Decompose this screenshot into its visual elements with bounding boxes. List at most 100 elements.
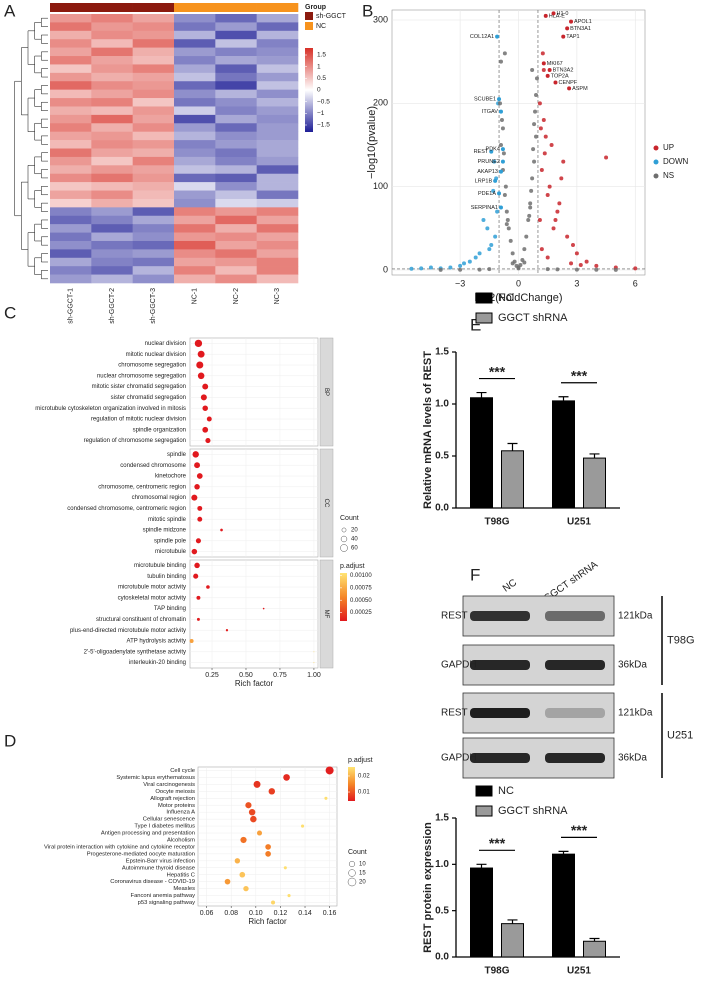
point [532, 122, 537, 127]
x-tick-label: 1.00 [307, 672, 321, 679]
heatmap-cell [50, 30, 92, 40]
legend-label: 10 [359, 862, 366, 868]
size-key [340, 535, 348, 543]
blot-band [470, 753, 530, 763]
size-label: 36kDa [618, 660, 647, 671]
size-key [341, 527, 347, 533]
heatmap-cell [174, 198, 216, 208]
legend-swatch [475, 805, 493, 817]
legend-label: 20 [351, 528, 358, 534]
dot [200, 394, 207, 401]
point [504, 222, 509, 227]
annotated-point [497, 191, 502, 196]
x-tick-label: 0.12 [274, 910, 288, 917]
heatmap-cell [132, 22, 175, 32]
colorbar-label: 0.00100 [350, 573, 372, 579]
significance-label: *** [489, 835, 506, 851]
heatmap-cell [215, 266, 257, 275]
heatmap-cell [91, 215, 133, 225]
dot [245, 802, 252, 809]
heatmap-cell [174, 89, 216, 99]
dot [206, 416, 212, 422]
annotated-point [543, 13, 548, 18]
error-bar [589, 937, 600, 942]
point [493, 234, 498, 239]
annotated-point [565, 26, 570, 31]
dot [196, 617, 200, 621]
heatmap-cell [256, 165, 299, 175]
heatmap-cell [91, 81, 133, 90]
term-label: microtubule [155, 549, 187, 555]
dot [194, 562, 200, 569]
colorbar-label: 0.5 [317, 75, 326, 82]
x-tick-label: 0 [516, 278, 521, 288]
point [428, 265, 433, 270]
point [530, 176, 535, 181]
point [528, 205, 533, 210]
heatmap-cell [91, 148, 133, 158]
term-label: microtubule cytoskeleton organization in… [35, 406, 186, 412]
annotated-point [541, 61, 546, 66]
point [508, 238, 513, 243]
legend-title: p.adjust [348, 757, 373, 764]
heatmap-cell [215, 106, 257, 116]
x-axis-title: Rich factor [248, 917, 287, 926]
dot [287, 894, 291, 898]
heatmap-cell [215, 98, 257, 107]
heatmap-cell [174, 81, 216, 90]
gene-label: BTN3A2 [553, 67, 574, 73]
error-bar [589, 453, 600, 459]
heatmap-cell [50, 207, 92, 217]
point [553, 218, 558, 222]
dot [202, 405, 208, 411]
heatmap-cell [50, 114, 92, 124]
heatmap-cell [256, 240, 299, 250]
point [473, 255, 478, 260]
point [532, 159, 537, 164]
point [502, 193, 507, 197]
y-axis-title: Relative mRNA levels of REST [422, 351, 434, 509]
point [541, 118, 546, 122]
point [533, 109, 538, 114]
dot [240, 836, 247, 844]
dot [265, 851, 271, 857]
heatmap-cell [256, 156, 299, 166]
point [491, 188, 496, 193]
heatmap-cell [132, 182, 175, 191]
point [551, 226, 556, 231]
column-label: sh-GGCT-2 [109, 288, 116, 324]
dot [256, 830, 263, 836]
error-bar [476, 391, 487, 398]
heatmap-cell [256, 232, 299, 242]
point [565, 234, 570, 239]
heatmap-cell [91, 30, 133, 40]
heatmap-cell [132, 30, 175, 40]
point [569, 261, 574, 266]
point [526, 218, 531, 222]
point [516, 266, 521, 271]
term-label: spindle organization [133, 427, 186, 433]
blot-band [470, 660, 530, 670]
term-label: Hepatitis C [167, 872, 195, 878]
y-tick-label: 200 [373, 98, 388, 108]
point [506, 226, 511, 231]
term-label: Viral protein interaction with cytokine … [44, 844, 195, 850]
x-tick-label: 0.16 [323, 910, 337, 917]
point [458, 267, 463, 272]
heatmap-cell [256, 266, 299, 275]
heatmap-cell [91, 64, 133, 74]
heatmap-cell [215, 207, 257, 217]
gene-label: PRUNE2 [478, 159, 500, 165]
heatmap-cell [132, 56, 175, 65]
heatmap-cell [174, 114, 216, 124]
heatmap-cell [174, 156, 216, 166]
point [633, 266, 638, 271]
term-label: Progesterone-mediated oocyte maturation [87, 851, 195, 857]
heatmap-cell [174, 140, 216, 149]
heatmap-cell [174, 182, 216, 191]
point [458, 263, 463, 268]
dot [248, 808, 256, 816]
heatmap-cell [256, 173, 299, 183]
x-tick-label: 6 [633, 278, 638, 288]
dot [283, 774, 290, 781]
